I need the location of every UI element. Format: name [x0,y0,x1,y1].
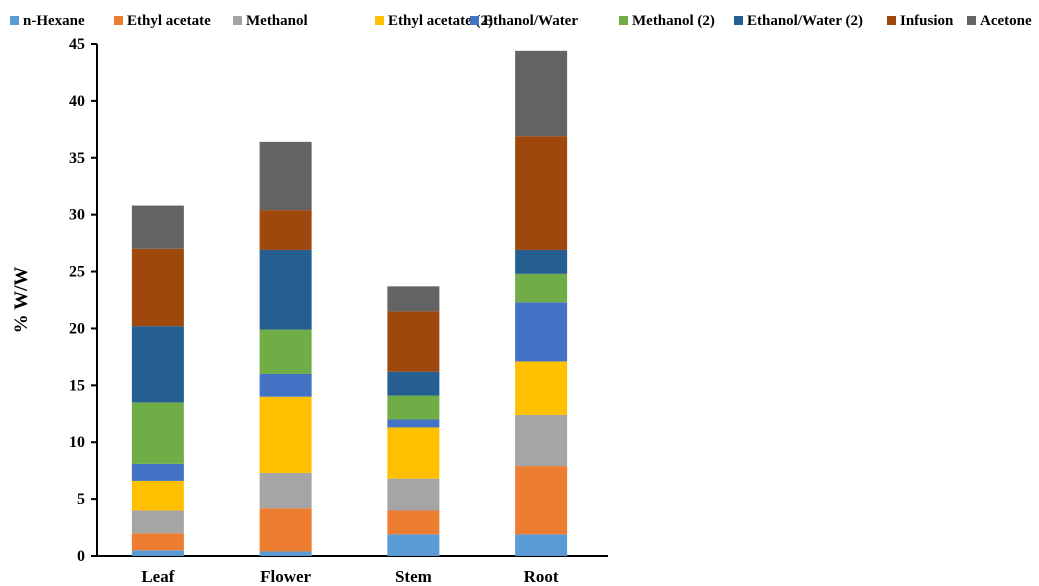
bar-segment [387,395,440,420]
bar-segment [387,419,440,428]
legend-swatch [967,16,976,25]
legend-label: Methanol [246,13,308,29]
bar-segment [259,141,312,211]
legend-swatch [470,16,479,25]
legend-label: Ethanol/Water (2) [747,13,863,29]
legend-swatch [114,16,123,25]
bar-segment [131,248,184,327]
legend-swatch [233,16,242,25]
y-tick-label: 30 [69,207,85,224]
bar-segment [515,361,568,415]
y-tick-label: 0 [77,548,85,565]
legend-label: Ethanol/Water [483,13,578,29]
bar-segment [515,136,568,250]
bar-segment [259,551,312,556]
bar-segment [259,249,312,330]
y-tick-label: 45 [69,36,85,53]
bar-segment [387,286,440,312]
bar-segment [515,534,568,556]
bar-segment [515,249,568,274]
legend-label: Infusion [900,13,954,29]
bar-segment [515,414,568,467]
bar-segment [259,472,312,509]
bar-segment [259,210,312,250]
bar-segment [131,480,184,511]
bar-segment [515,50,568,137]
bar-segment [387,311,440,372]
y-tick-label: 5 [77,491,85,508]
bar-segment [131,402,184,464]
bar-segment [387,510,440,535]
bar-segment [515,466,568,535]
y-tick-label: 40 [69,93,85,110]
legend-swatch [375,16,384,25]
y-tick-label: 10 [69,434,85,451]
x-tick-label: Flower [260,567,311,586]
bar-segment [259,373,312,397]
bar-segment [387,371,440,396]
bar-segment [131,510,184,534]
bars [131,50,568,556]
legend: n-Hexane Ethyl acetate Methanol Ethyl aceta… [10,13,1032,29]
bar-segment [387,478,440,511]
legend-swatch [887,16,896,25]
legend-swatch [619,16,628,25]
x-axis: Leaf Flower Stem Root [97,555,608,586]
y-tick-label: 20 [69,320,85,337]
bar-segment [131,533,184,551]
bar-segment [259,508,312,552]
bar-segment [131,550,184,556]
y-axis-title: % W/W [11,267,32,334]
bar-segment [515,273,568,303]
legend-swatch [734,16,743,25]
bar-segment [387,427,440,479]
bar-segment [387,534,440,556]
bar-segment [131,463,184,481]
x-tick-label: Stem [395,567,432,586]
legend-label: n-Hexane [23,13,85,29]
legend-label: Methanol (2) [632,13,715,29]
x-tick-label: Root [524,567,559,586]
x-tick-label: Leaf [141,567,174,586]
bar-segment [515,302,568,362]
legend-label: Ethyl acetate (2) [388,13,493,29]
legend-label: Acetone [980,13,1032,29]
bar-segment [259,396,312,473]
bar-segment [131,205,184,249]
y-tick-label: 25 [69,264,85,281]
bar-segment [259,329,312,374]
y-axis: 0 5 10 15 20 25 30 35 40 45 [69,36,98,565]
bar-segment [131,326,184,403]
y-tick-label: 35 [69,150,85,167]
legend-swatch [10,16,19,25]
y-tick-label: 15 [69,377,85,394]
legend-label: Ethyl acetate [127,13,211,29]
